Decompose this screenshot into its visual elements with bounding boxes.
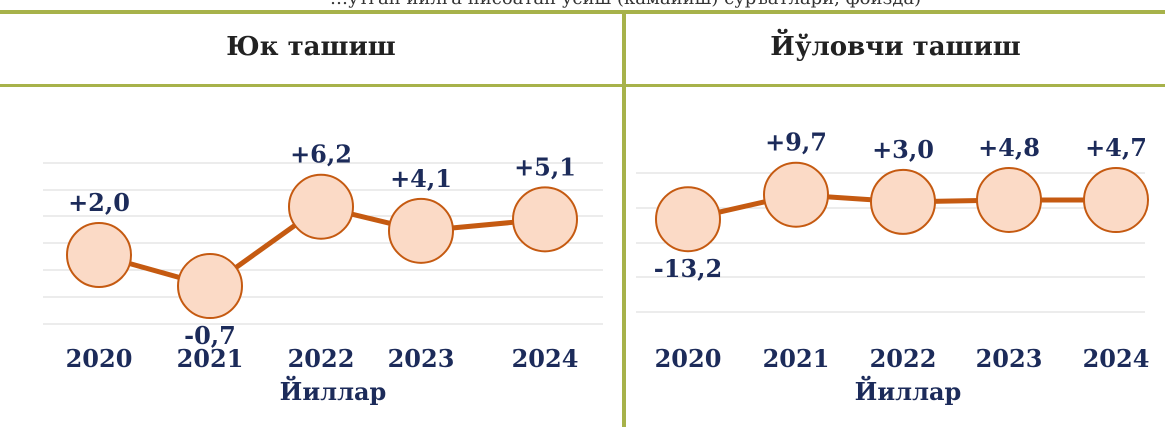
data-label-2022: +3,0 xyxy=(872,135,934,164)
x-tick-label-2020: 2020 xyxy=(66,344,133,373)
data-point-2023 xyxy=(388,197,454,264)
x-tick-label-2023: 2023 xyxy=(388,344,455,373)
chart-freight: +2,0 -0,7 +6,2 +4,1 +5,1 2020 2021 2022 2023 2024… xyxy=(43,140,603,406)
x-tick-label-2024: 2024 xyxy=(512,344,579,373)
data-point-2020 xyxy=(66,222,132,288)
panel-divider xyxy=(622,10,626,427)
data-label-2020: -13,2 xyxy=(654,254,722,283)
data-point-2024 xyxy=(1083,167,1149,234)
x-tick-label-2024: 2024 xyxy=(1083,344,1150,373)
data-point-2021 xyxy=(177,253,243,320)
data-label-2021: +9,7 xyxy=(765,128,827,157)
data-label-2024: +5,1 xyxy=(514,152,576,181)
x-tick-label-2021: 2021 xyxy=(763,344,830,373)
x-tick-label-2023: 2023 xyxy=(976,344,1043,373)
x-tick-label-2021: 2021 xyxy=(177,344,244,373)
data-point-2022 xyxy=(288,173,354,240)
data-point-2021 xyxy=(763,161,829,228)
x-axis-title: Йиллар xyxy=(280,375,387,406)
x-axis-title: Йиллар xyxy=(855,375,962,406)
x-tick-label-2020: 2020 xyxy=(655,344,722,373)
x-tick-label-2022: 2022 xyxy=(870,344,937,373)
data-point-2022 xyxy=(870,168,936,235)
chart-passenger: -13,2 +9,7 +3,0 +4,8 +4,7 2020 2021 2022 2023 202… xyxy=(636,128,1149,406)
header-strip-text: …ўтган йилга нисбатан ўсиш (камайиш) сур… xyxy=(330,0,921,9)
data-label-2024: +4,7 xyxy=(1085,133,1147,162)
data-label-2020: +2,0 xyxy=(68,188,130,217)
header-strip: …ўтган йилга нисбатан ўсиш (камайиш) сур… xyxy=(0,0,1165,14)
data-point-2024 xyxy=(512,186,578,253)
data-point-2020 xyxy=(655,186,721,253)
chart-title-passenger: Йўловчи ташиш xyxy=(770,32,1021,62)
data-point-2023 xyxy=(976,166,1042,233)
top-rule xyxy=(0,10,1165,14)
chart-title-freight: Юк ташиш xyxy=(226,32,396,62)
data-label-2021: -0,7 xyxy=(184,321,236,350)
header-rule xyxy=(0,84,1165,87)
data-label-2022: +6,2 xyxy=(290,140,352,169)
x-tick-label-2022: 2022 xyxy=(288,344,355,373)
data-label-2023: +4,1 xyxy=(390,164,452,193)
data-label-2023: +4,8 xyxy=(978,133,1040,162)
